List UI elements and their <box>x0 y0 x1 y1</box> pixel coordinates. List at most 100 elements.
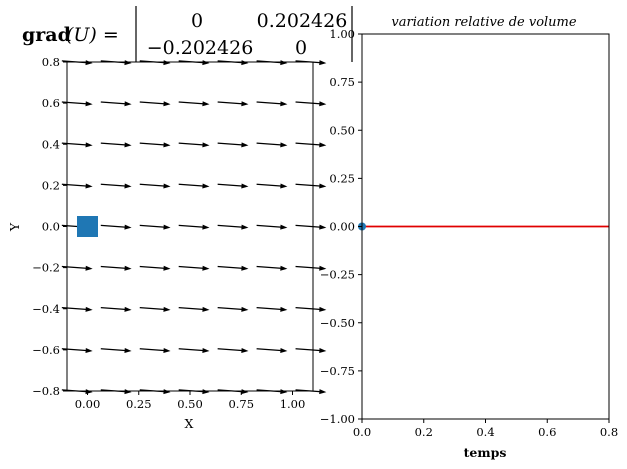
volume-y-tick-label: −0.25 <box>320 268 355 282</box>
grad-argument: (U) = <box>66 24 119 46</box>
position-marker <box>77 216 98 237</box>
quiver-arrow <box>61 389 93 395</box>
quiver-arrow <box>295 142 327 148</box>
quiver-arrow <box>295 348 327 353</box>
quiver-arrow <box>61 101 93 107</box>
quiver-arrow <box>256 224 288 230</box>
volume-x-tick-label: 0.8 <box>600 425 618 439</box>
quiver-arrow <box>139 389 171 395</box>
matrix-cell-12: 0.202426 <box>257 10 348 32</box>
quiver-y-tick-label: −0.8 <box>32 384 60 398</box>
quiver-arrow <box>178 265 210 271</box>
volume-x-tick-label: 0.4 <box>476 425 494 439</box>
volume-plot-title: variation relative de volume <box>391 15 576 30</box>
quiver-arrow <box>139 348 171 353</box>
quiver-x-tick-label: 0.75 <box>228 397 254 411</box>
quiver-arrow <box>217 306 249 312</box>
quiver-arrow <box>295 224 327 230</box>
quiver-arrow <box>139 224 171 230</box>
quiver-arrow <box>100 101 132 107</box>
volume-y-tick-label: 1.00 <box>329 27 355 41</box>
quiver-arrow <box>178 60 210 66</box>
grad-label: grad <box>22 24 71 46</box>
volume-y-tick-label: 0.75 <box>329 75 355 89</box>
quiver-arrow <box>61 348 93 353</box>
gradient-equation: grad (U) = 0 0.202426 −0.202426 0 <box>22 6 353 62</box>
matrix-cell-11: 0 <box>191 10 203 32</box>
volume-y-tick-label: 0.25 <box>329 171 355 185</box>
quiver-arrow <box>61 183 93 189</box>
quiver-arrow <box>256 389 288 395</box>
quiver-arrow <box>61 265 93 271</box>
quiver-arrow <box>256 60 288 66</box>
quiver-x-tick-label: 0.00 <box>75 397 101 411</box>
quiver-arrow <box>100 265 132 271</box>
quiver-arrow <box>295 389 327 395</box>
quiver-arrow <box>139 101 171 107</box>
quiver-plot: 0.00 0.25 0.50 0.75 1.00 −0.8 −0.6 −0.4 −0.2 0.0… <box>7 55 327 431</box>
quiver-arrow <box>295 265 327 271</box>
quiver-arrows <box>61 60 327 395</box>
quiver-x-tick-label: 0.50 <box>177 397 203 411</box>
quiver-arrow <box>295 306 327 312</box>
quiver-arrow <box>100 60 132 66</box>
quiver-arrow <box>256 306 288 312</box>
quiver-arrow <box>139 306 171 312</box>
volume-x-label: temps <box>464 445 507 460</box>
quiver-arrow <box>100 183 132 189</box>
volume-y-tick-label: 0.50 <box>329 123 355 137</box>
quiver-y-tick-label: −0.2 <box>32 261 60 275</box>
volume-x-tick-label: 0.6 <box>538 425 556 439</box>
volume-x-tick-label: 0.0 <box>353 425 371 439</box>
quiver-arrow <box>217 101 249 107</box>
quiver-arrow <box>256 348 288 353</box>
quiver-arrow <box>217 348 249 353</box>
quiver-x-ticks: 0.00 0.25 0.50 0.75 1.00 <box>75 391 306 411</box>
quiver-y-tick-label: −0.6 <box>32 343 60 357</box>
quiver-arrow <box>61 306 93 312</box>
quiver-y-tick-label: −0.4 <box>32 302 60 316</box>
quiver-arrow <box>295 183 327 189</box>
quiver-arrow <box>217 183 249 189</box>
volume-x-tick-label: 0.2 <box>415 425 433 439</box>
volume-y-tick-label: 0.00 <box>329 220 355 234</box>
quiver-arrow <box>256 101 288 107</box>
quiver-y-tick-label: 0.4 <box>42 137 60 151</box>
quiver-arrow <box>178 101 210 107</box>
volume-y-tick-label: −0.75 <box>320 364 355 378</box>
quiver-arrow <box>295 60 327 66</box>
matrix-cell-21: −0.202426 <box>147 37 254 59</box>
quiver-arrow <box>178 142 210 148</box>
quiver-arrow <box>61 142 93 148</box>
quiver-arrow <box>178 348 210 353</box>
quiver-arrow <box>139 265 171 271</box>
quiver-arrow <box>217 265 249 271</box>
quiver-arrow <box>100 348 132 353</box>
quiver-y-tick-label: 0.0 <box>42 220 60 234</box>
quiver-y-ticks: −0.8 −0.6 −0.4 −0.2 0.0 0.2 0.4 0.6 0.8 <box>32 55 67 398</box>
quiver-x-tick-label: 1.00 <box>280 397 306 411</box>
quiver-arrow <box>217 60 249 66</box>
volume-variation-plot: variation relative de volume 0.0 0.2 0.4 0.… <box>320 15 618 460</box>
quiver-y-tick-label: 0.8 <box>42 55 60 69</box>
quiver-x-tick-label: 0.25 <box>126 397 152 411</box>
quiver-arrow <box>139 183 171 189</box>
volume-y-ticks: −1.00 −0.75 −0.50 −0.25 0.00 0.25 0.50 0.75 1.00 <box>320 27 362 426</box>
quiver-arrow <box>178 183 210 189</box>
quiver-y-tick-label: 0.2 <box>42 178 60 192</box>
quiver-arrow <box>217 142 249 148</box>
quiver-arrow <box>100 224 132 230</box>
quiver-arrow <box>256 265 288 271</box>
volume-y-tick-label: −0.50 <box>320 316 355 330</box>
quiver-arrow <box>139 142 171 148</box>
quiver-y-tick-label: 0.6 <box>42 96 60 110</box>
volume-y-tick-label: −1.00 <box>320 412 355 426</box>
quiver-arrow <box>178 224 210 230</box>
quiver-arrow <box>100 142 132 148</box>
quiver-x-label: X <box>185 416 194 431</box>
quiver-arrow <box>100 306 132 312</box>
quiver-arrow <box>217 224 249 230</box>
matrix-cell-22: 0 <box>295 37 307 59</box>
quiver-arrow <box>139 60 171 66</box>
